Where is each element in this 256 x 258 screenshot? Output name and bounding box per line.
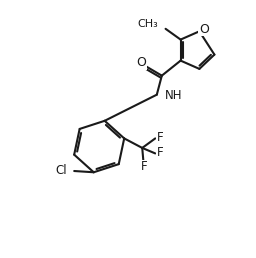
- Text: F: F: [156, 147, 163, 159]
- Text: NH: NH: [165, 89, 182, 102]
- Text: O: O: [137, 56, 146, 69]
- Text: Cl: Cl: [56, 164, 67, 177]
- Text: O: O: [199, 23, 209, 36]
- Text: CH₃: CH₃: [138, 19, 158, 29]
- Text: F: F: [156, 131, 163, 144]
- Text: F: F: [141, 160, 147, 173]
